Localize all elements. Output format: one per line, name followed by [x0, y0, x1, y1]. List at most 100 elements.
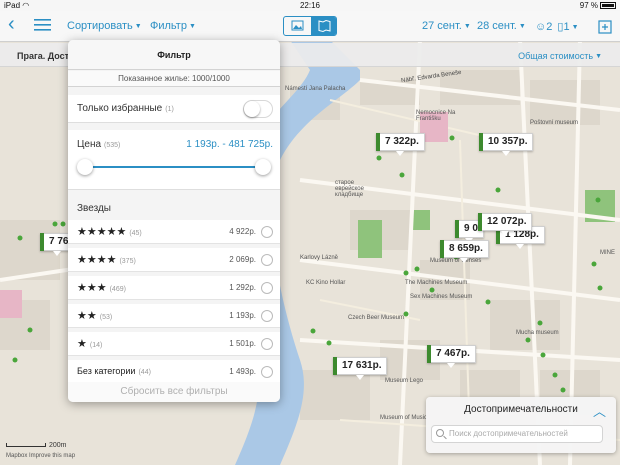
- hotel-price-marker[interactable]: 7 76: [40, 233, 75, 256]
- hotel-price-marker[interactable]: 7 467р.: [427, 345, 476, 368]
- price-slider-max-handle[interactable]: [255, 159, 271, 175]
- add-icon: [598, 20, 612, 34]
- sort-criteria-dropdown[interactable]: Общая стоимость ▼: [518, 51, 602, 61]
- scale-bar: [6, 443, 46, 447]
- checkin-date[interactable]: 27 сент. ▼: [422, 20, 471, 32]
- price-row: Цена (535) 1 193р. - 481 725р.: [68, 130, 280, 190]
- star-filter-row[interactable]: ★★★★★ (45) 4 922р.: [68, 220, 280, 244]
- caret-down-icon: ▼: [571, 24, 579, 31]
- star-filter-row[interactable]: Без категории (44) 1 493р.: [68, 360, 280, 384]
- caret-down-icon: ▼: [595, 53, 602, 60]
- checkout-date[interactable]: 28 сент. ▼: [477, 20, 526, 32]
- status-bar: iPad ◠ 22:16 97 %: [0, 0, 620, 11]
- star-radio[interactable]: [261, 282, 273, 294]
- star-filter-row[interactable]: ★★ (53) 1 193р.: [68, 304, 280, 328]
- back-button[interactable]: ‹: [8, 13, 15, 35]
- device-name: iPad: [4, 1, 21, 10]
- favorites-row: Только избранные (1): [68, 95, 280, 123]
- add-button[interactable]: [598, 18, 612, 37]
- star-rating: ★★★ (469): [77, 282, 126, 294]
- map-label: Poštovní museum: [530, 120, 579, 126]
- star-radio[interactable]: [261, 366, 273, 378]
- favorites-toggle[interactable]: [243, 100, 273, 118]
- caret-down-icon: ▼: [463, 23, 471, 30]
- caret-down-icon: ▼: [188, 23, 196, 30]
- checkout-label: 28 сент.: [477, 20, 517, 32]
- map-view-button[interactable]: [311, 17, 336, 35]
- hamburger-icon: [34, 19, 51, 31]
- caret-down-icon: ▼: [134, 23, 142, 30]
- map-label: Museum of Senses: [430, 258, 482, 264]
- view-toggle: [283, 16, 337, 36]
- children-count: 1: [563, 21, 570, 33]
- adults-icon: ☺: [535, 21, 547, 33]
- sights-title[interactable]: Достопримечательности: [464, 404, 578, 415]
- map-label: Mucha museum: [516, 330, 559, 336]
- star-radio[interactable]: [261, 254, 273, 266]
- map-attribution[interactable]: Mapbox Improve this map: [6, 453, 76, 459]
- hotel-price-marker[interactable]: 17 631р.: [333, 357, 388, 380]
- star-radio[interactable]: [261, 226, 273, 238]
- map-icon: [318, 19, 331, 33]
- hotel-price-marker[interactable]: 7 322р.: [376, 133, 425, 156]
- clock: 22:16: [299, 1, 321, 10]
- sights-panel: Достопримечательности ︿ Поиск достоприме…: [426, 397, 616, 453]
- hotel-price-marker[interactable]: 8 659р.: [440, 240, 489, 263]
- child-icon: ▯: [557, 21, 564, 33]
- toolbar: ‹ Сортировать ▼ Фильтр ▼ 27 сент. ▼ 28 сент…: [0, 11, 620, 42]
- photo-icon: [291, 20, 304, 31]
- scale-label: 200m: [49, 442, 67, 449]
- map-scale: 200m: [6, 442, 67, 449]
- photo-view-button[interactable]: [284, 17, 311, 35]
- sort-criteria-label: Общая стоимость: [518, 51, 594, 61]
- sort-dropdown[interactable]: Сортировать ▼: [67, 20, 142, 32]
- sights-search-input[interactable]: Поиск достопримечательностей: [431, 425, 603, 443]
- city-label: Прага. Дост: [17, 51, 70, 61]
- hotel-price-marker[interactable]: 10 357р.: [479, 133, 534, 156]
- min-price: 2 069р.: [229, 255, 256, 264]
- stars-header: Звезды: [77, 203, 111, 214]
- star-rating: ★★★★★ (45): [77, 226, 142, 238]
- map-label: KC Kino Hollar: [306, 280, 346, 286]
- min-price: 1 292р.: [229, 283, 256, 292]
- star-rating: Без категории (44): [77, 366, 151, 376]
- search-placeholder: Поиск достопримечательностей: [449, 429, 568, 438]
- adults-count: 2: [546, 21, 553, 33]
- price-slider-min-handle[interactable]: [77, 159, 93, 175]
- map-label: Museum of Music: [380, 415, 428, 421]
- price-range-value: 1 193р. - 481 725р.: [186, 139, 273, 150]
- star-radio[interactable]: [261, 338, 273, 350]
- filter-dropdown[interactable]: Фильтр ▼: [150, 20, 196, 32]
- min-price: 1 501р.: [229, 339, 256, 348]
- star-radio[interactable]: [261, 310, 273, 322]
- min-price: 1 193р.: [229, 311, 256, 320]
- star-filter-row[interactable]: ★★★★ (375) 2 069р.: [68, 248, 280, 272]
- guests-selector[interactable]: ☺2 ▯1 ▼: [535, 20, 579, 33]
- map-label: Czech Beer Museum: [348, 315, 405, 321]
- filter-label: Фильтр: [150, 20, 187, 32]
- caret-down-icon: ▼: [518, 23, 526, 30]
- star-rating: ★ (14): [77, 338, 103, 350]
- hotel-price-marker[interactable]: 12 072р.: [478, 213, 533, 236]
- min-price: 1 493р.: [229, 367, 256, 376]
- reset-filters-button[interactable]: Сбросить все фильтры: [68, 382, 280, 402]
- price-slider-track[interactable]: [84, 166, 264, 168]
- map-label: Karlovy Lázně: [300, 255, 339, 261]
- search-icon: [436, 429, 444, 437]
- map-label: Nemocnice Na Františku: [416, 110, 456, 122]
- favorites-label: Только избранные (1): [77, 103, 174, 114]
- map-label: старое еврейское кладбище: [335, 180, 364, 198]
- wifi-icon: ◠: [22, 1, 30, 10]
- sort-label: Сортировать: [67, 20, 133, 32]
- menu-button[interactable]: [34, 18, 51, 35]
- map-label: Sex Machines Museum: [410, 294, 473, 300]
- map-label: The Machines Museum: [405, 280, 468, 286]
- star-filter-row[interactable]: ★★★ (469) 1 292р.: [68, 276, 280, 300]
- map-label: Museum Lego: [385, 378, 424, 384]
- price-label: Цена (535): [77, 139, 121, 150]
- chevron-up-icon[interactable]: ︿: [592, 404, 606, 419]
- star-filter-row[interactable]: ★ (14) 1 501р.: [68, 332, 280, 356]
- map-label: MINE: [600, 250, 615, 256]
- filter-popover: Фильтр Показанное жилье: 1000/1000 Тольк…: [68, 40, 280, 402]
- shown-hotels-count: Показанное жилье: 1000/1000: [68, 71, 280, 87]
